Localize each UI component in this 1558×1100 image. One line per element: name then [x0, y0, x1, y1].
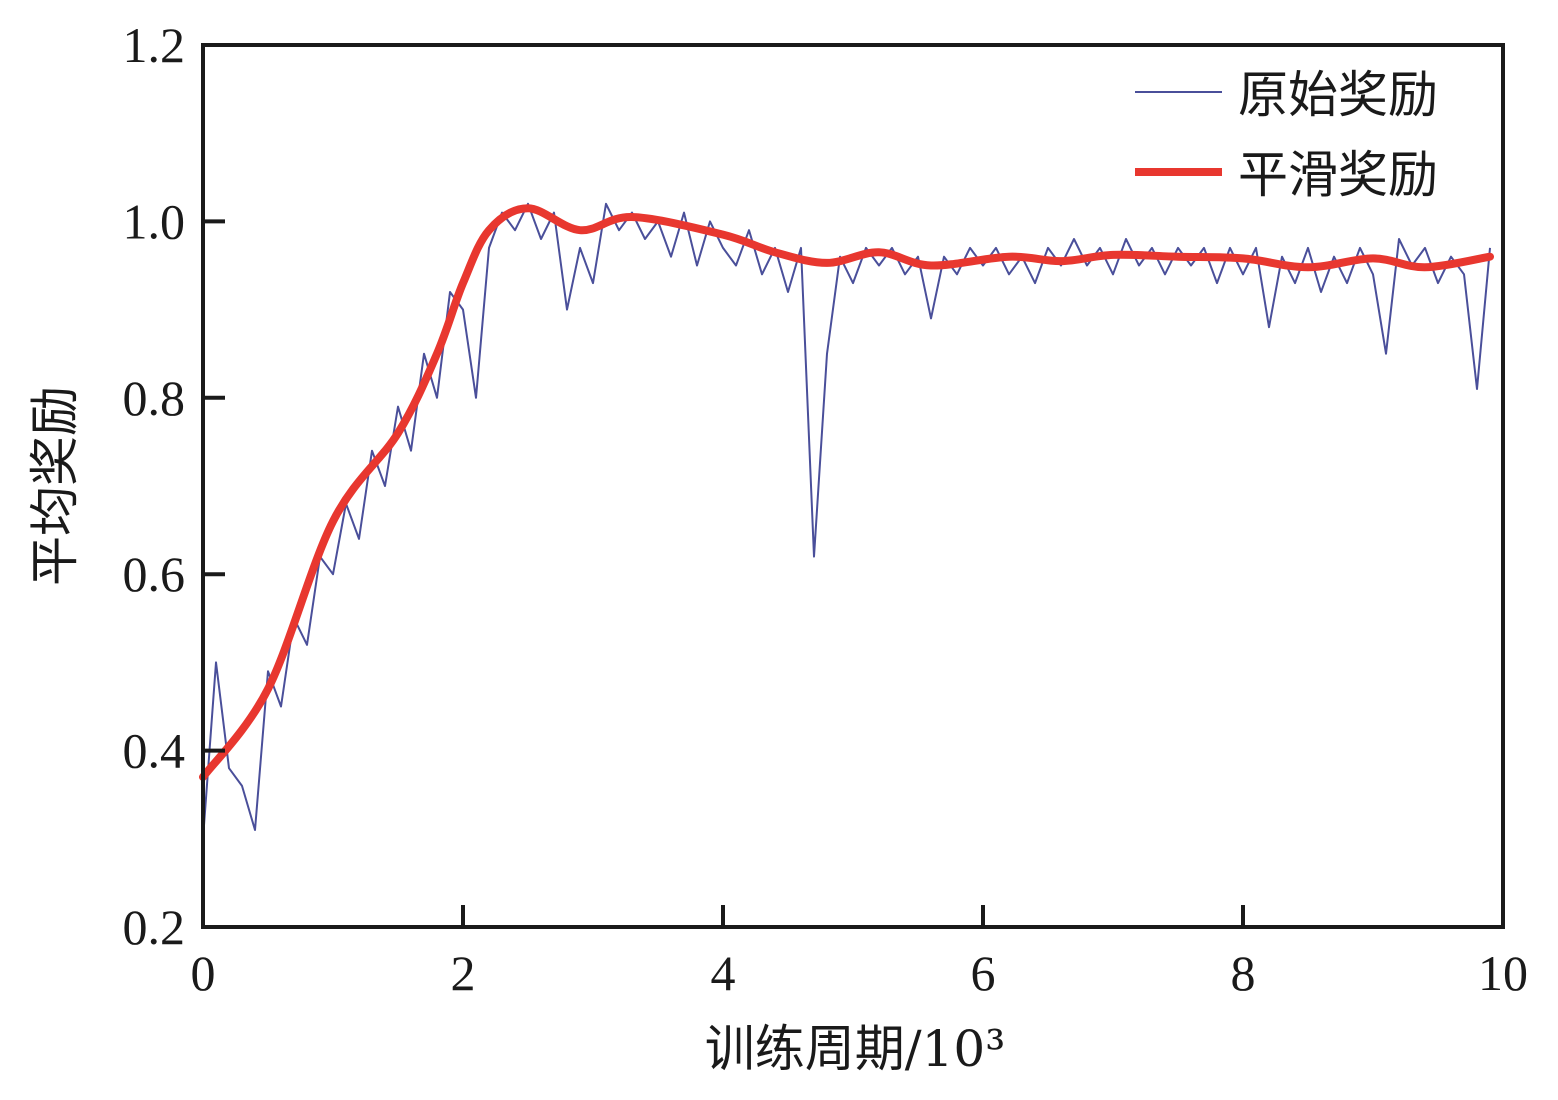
- x-tick-label: 8: [1231, 945, 1256, 1001]
- x-tick-label: 6: [971, 945, 996, 1001]
- x-axis-title: 训练周期/10³: [705, 1020, 1006, 1078]
- x-tick-label: 10: [1478, 945, 1528, 1001]
- y-tick-label: 1.2: [123, 17, 186, 73]
- y-tick-label: 0.8: [123, 370, 186, 426]
- series-layer: [199, 202, 1494, 839]
- y-tick-label: 0.2: [123, 899, 186, 955]
- y-axis-title: 平均奖励: [26, 386, 84, 586]
- y-tick-label: 0.4: [123, 723, 186, 779]
- legend-smooth-label: 平滑奖励: [1238, 146, 1438, 204]
- x-tick-label: 2: [451, 945, 476, 1001]
- series-smooth-reward-line: [199, 204, 1494, 782]
- series-raw-reward-line: [202, 202, 1491, 839]
- y-tick-label: 1.0: [123, 193, 186, 249]
- x-tick-label: 0: [191, 945, 216, 1001]
- plot-frame: [201, 43, 1505, 929]
- legend: 原始奖励 平滑奖励: [1135, 66, 1438, 204]
- legend-raw-label: 原始奖励: [1238, 66, 1438, 124]
- x-tick-label: 4: [711, 945, 736, 1001]
- y-tick-label: 0.6: [123, 546, 186, 602]
- ticks-layer: 0 2 4 6 8 10 0.2 0.4 0.6 0.8 1.0 1.2: [123, 17, 1529, 1001]
